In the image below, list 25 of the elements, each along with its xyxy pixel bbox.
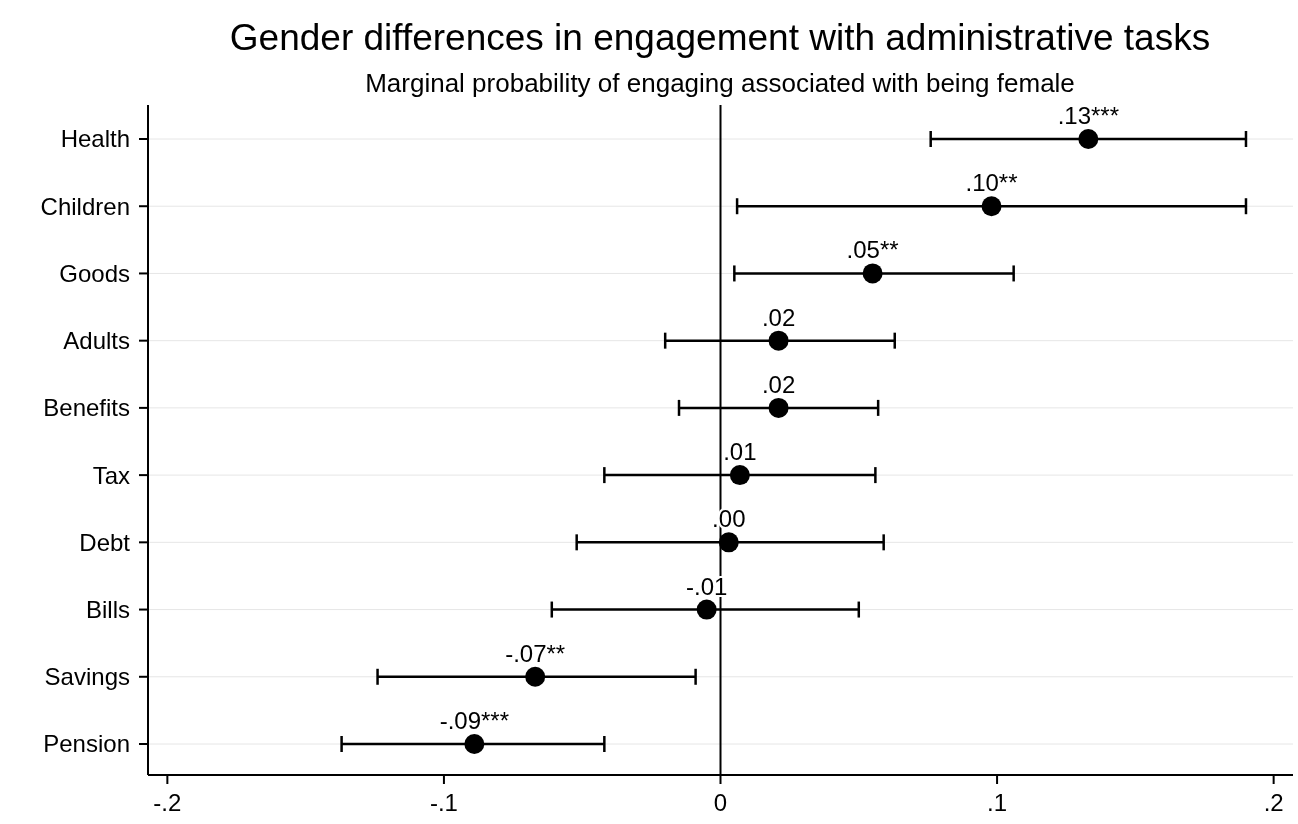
y-tick-label: Children bbox=[40, 192, 130, 220]
y-tick-label: Savings bbox=[44, 663, 130, 691]
x-tick-label: -.2 bbox=[153, 789, 182, 816]
y-tick-label: Goods bbox=[59, 259, 130, 287]
chart-title: Gender differences in engagement with administrative tasks bbox=[229, 17, 1211, 58]
data-label: .02 bbox=[761, 303, 796, 331]
data-label: -.09*** bbox=[439, 707, 510, 734]
y-tick-label: Pension bbox=[43, 730, 130, 758]
y-tick-label: Bills bbox=[85, 595, 130, 623]
data-label: .13*** bbox=[1057, 102, 1120, 129]
chart-subtitle: Marginal probability of engaging associated with being female bbox=[365, 68, 1075, 98]
y-tick-label: Benefits bbox=[43, 394, 130, 422]
y-tick-label: Adults bbox=[63, 327, 130, 355]
x-tick-label: -.1 bbox=[429, 789, 458, 816]
data-label: -.07** bbox=[505, 639, 566, 667]
data-label: .01 bbox=[723, 438, 757, 466]
y-tick-label: Tax bbox=[92, 461, 130, 489]
x-tick-label: 0 bbox=[713, 789, 728, 816]
data-label: .05** bbox=[846, 236, 899, 264]
x-tick-label: .2 bbox=[1263, 789, 1284, 816]
x-tick-label: .1 bbox=[987, 789, 1008, 816]
y-tick-label: Debt bbox=[79, 528, 131, 556]
data-label: .02 bbox=[761, 370, 796, 398]
data-label: .10** bbox=[965, 169, 1018, 197]
y-tick-label: Health bbox=[60, 125, 130, 153]
